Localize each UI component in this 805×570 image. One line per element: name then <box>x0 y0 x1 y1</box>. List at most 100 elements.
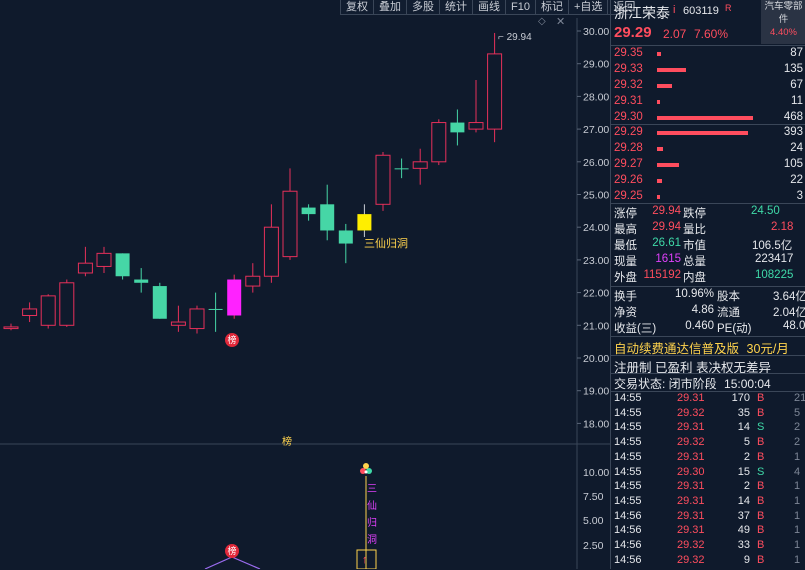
order-price: 29.28 <box>614 142 643 154</box>
tick-side: B <box>757 406 765 419</box>
separator <box>611 373 805 374</box>
stock-name[interactable]: 浙江荣泰 <box>614 5 670 21</box>
toolbar-button-mark[interactable]: 标记 <box>534 0 568 15</box>
candle-body[interactable] <box>77 262 93 274</box>
diamond-icon[interactable]: ◇ <box>538 16 546 27</box>
ask-row[interactable]: 29.33 135 <box>611 62 805 78</box>
order-volume: 468 <box>783 111 803 123</box>
vol-ratio-label: 量比 <box>683 224 706 236</box>
candle-body[interactable] <box>170 321 186 326</box>
bid-row[interactable]: 29.29 393 <box>611 125 805 141</box>
lower-axis-label: 10.00 <box>583 467 609 479</box>
divider-badge[interactable]: 榜 <box>282 437 292 448</box>
toolbar-button-multi-stock[interactable]: 多股 <box>406 0 439 15</box>
candle-body[interactable] <box>3 326 19 330</box>
candle-body[interactable] <box>22 308 38 316</box>
candle-body[interactable] <box>487 53 503 130</box>
tick-price: 29.31 <box>677 421 705 434</box>
candle-body[interactable] <box>431 122 447 163</box>
tick-row[interactable]: 14:56 29.32 9 B 1 <box>611 554 805 570</box>
rank-badge[interactable]: 榜 <box>225 333 239 347</box>
pattern-annotation: 三仙归洞 <box>364 238 408 250</box>
tick-row[interactable]: 14:55 29.32 35 B 5 <box>611 407 805 423</box>
candle-body[interactable] <box>394 168 409 170</box>
ask-row[interactable]: 29.31 11 <box>611 94 805 110</box>
candle-body[interactable] <box>320 204 335 231</box>
candle-body[interactable] <box>208 308 223 310</box>
tick-row[interactable]: 14:55 29.31 170 B 21 <box>611 392 805 408</box>
tick-row[interactable]: 14:55 29.32 5 B 2 <box>611 436 805 452</box>
separator <box>611 45 805 46</box>
toolbar-button-statistics[interactable]: 统计 <box>439 0 472 15</box>
candle-body[interactable] <box>96 252 112 267</box>
tick-volume: 15 <box>737 465 750 478</box>
promo-text[interactable]: 自动续费通达信普及版 <box>614 342 740 356</box>
candle-body[interactable] <box>152 286 167 319</box>
tick-count: 1 <box>794 494 801 507</box>
candle-body[interactable] <box>375 154 391 205</box>
tick-row[interactable]: 14:56 29.31 37 B 1 <box>611 510 805 526</box>
separator <box>611 286 805 287</box>
tick-price: 29.30 <box>677 465 705 478</box>
kline-chart[interactable]: 30.00 29.00 28.00 27.00 26.00 25.00 24.00 23.00… <box>0 0 610 569</box>
bid-row[interactable]: 29.28 24 <box>611 141 805 157</box>
tick-row[interactable]: 14:55 29.30 15 S 4 <box>611 466 805 482</box>
candle-body[interactable] <box>282 190 298 258</box>
tick-price: 29.31 <box>677 524 705 537</box>
ask-row[interactable]: 29.30 468 <box>611 110 805 126</box>
candle-body[interactable] <box>450 122 465 133</box>
close-icon[interactable]: ✕ <box>556 16 566 28</box>
sector-pct: 4.40% <box>770 27 797 38</box>
bid-row[interactable]: 29.25 3 <box>611 189 805 205</box>
tick-row[interactable]: 14:55 29.31 2 B 1 <box>611 451 805 467</box>
candle-body[interactable] <box>189 308 205 330</box>
tick-row[interactable]: 14:55 29.31 14 B 1 <box>611 495 805 511</box>
low-value: 26.61 <box>652 237 681 249</box>
toolbar-button-back[interactable]: 返回 <box>607 0 641 15</box>
sector-name-2: 件 <box>778 14 789 25</box>
toolbar-button-overlay[interactable]: 叠加 <box>373 0 406 15</box>
promo-link[interactable]: 自动续费通达信普及版 30元/月 <box>614 338 789 357</box>
separator <box>611 336 805 337</box>
pe-value: 48.0 <box>783 320 805 332</box>
ask-row[interactable]: 29.32 67 <box>611 78 805 94</box>
tick-volume: 170 <box>731 392 750 404</box>
up-arrow-icon: ↑ <box>362 554 368 566</box>
sector-box[interactable]: 汽车零部 件 4.40% <box>761 0 805 44</box>
tick-row[interactable]: 14:55 29.31 2 B 1 <box>611 480 805 496</box>
candle-body[interactable] <box>263 226 279 277</box>
order-volume-bar <box>657 52 661 56</box>
toolbar-button-restore-rights[interactable]: 复权 <box>340 0 373 15</box>
order-price: 29.30 <box>614 111 643 123</box>
candle-body[interactable] <box>245 275 261 287</box>
promo-price[interactable]: 30元/月 <box>746 342 789 356</box>
toolbar-button-f10[interactable]: F10 <box>505 0 535 15</box>
ask-row[interactable]: 29.35 87 <box>611 46 805 62</box>
tick-time: 14:55 <box>614 406 642 419</box>
tick-side: B <box>757 450 765 463</box>
tick-row[interactable]: 14:56 29.31 49 B 1 <box>611 524 805 540</box>
candle-body[interactable] <box>134 279 149 283</box>
tick-row[interactable]: 14:56 29.32 33 B 1 <box>611 539 805 555</box>
lower-vertical-text: 三 仙 归 洞 <box>367 484 377 546</box>
candle-body[interactable] <box>468 122 484 130</box>
bid-row[interactable]: 29.27 105 <box>611 157 805 173</box>
toolbar-button-draw-line[interactable]: 画线 <box>472 0 505 15</box>
info-marker[interactable]: i <box>673 4 676 16</box>
candle-body[interactable] <box>301 207 316 215</box>
candle-body[interactable] <box>338 230 353 244</box>
candle-body[interactable] <box>40 295 56 326</box>
candle-body[interactable] <box>59 282 75 326</box>
candle-body[interactable] <box>115 253 130 277</box>
tick-count: 1 <box>794 524 801 537</box>
candle-body[interactable] <box>412 161 428 169</box>
kline-chart-area[interactable]: 30.00 29.00 28.00 27.00 26.00 25.00 24.00 23.00… <box>0 0 610 569</box>
tick-row[interactable]: 14:55 29.31 14 S 2 <box>611 421 805 437</box>
lower-rank-badge[interactable]: 榜 <box>225 544 239 558</box>
bid-row[interactable]: 29.26 22 <box>611 173 805 189</box>
tick-volume: 14 <box>737 421 750 434</box>
toolbar-button-add-favorite[interactable]: +自选 <box>567 0 608 15</box>
order-volume: 393 <box>783 126 803 138</box>
candle-body[interactable] <box>227 279 242 316</box>
candle-body[interactable] <box>357 214 372 231</box>
